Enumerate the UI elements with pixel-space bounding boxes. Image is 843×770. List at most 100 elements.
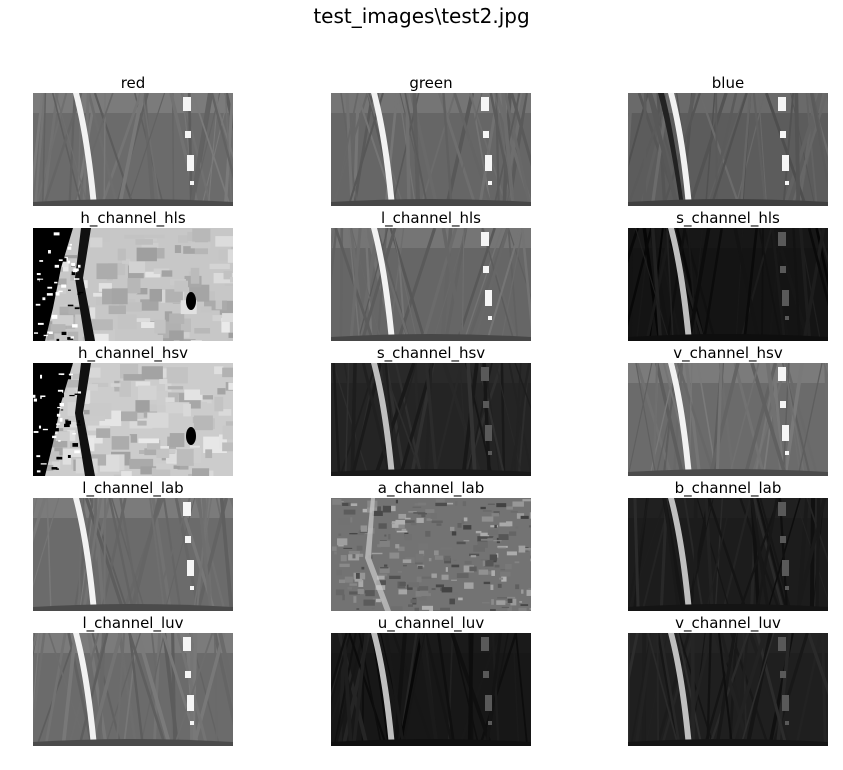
texture-streak [197,498,213,611]
texture-streak [174,498,201,611]
noise-patch [425,530,431,537]
speckle [49,399,54,404]
texture-streak [210,93,233,180]
texture-streak [444,228,468,341]
texture-patch [133,318,151,322]
noise-patch [372,510,383,516]
speckle [47,286,53,289]
texture-patch [94,333,109,341]
channel-image-svg [628,363,828,476]
texture-patch [117,248,126,261]
texture-streak [451,633,480,746]
texture-streak [512,633,520,746]
hood-edge [628,739,828,746]
texture-patch [219,434,227,449]
texture-patch [151,248,165,259]
texture-patch [153,446,170,450]
speckle [53,397,59,400]
noise-patch [515,584,520,590]
noise-patch [384,534,387,537]
noise-patch [482,510,492,512]
dashed-lane-marker [190,721,194,725]
texture-streak [162,633,180,746]
speckle [60,409,64,411]
lane-line [371,93,395,206]
speckle [36,470,41,473]
speckle [59,417,63,422]
noise-patch [463,565,475,573]
texture-streak [432,228,468,341]
texture-streak [635,228,670,341]
texture-patch [174,280,189,292]
channel-image-svg [628,93,828,206]
texture-streak [715,363,723,476]
texture-patch [72,373,82,380]
texture-streak [437,633,456,746]
texture-patch [221,318,230,333]
texture-streak [494,93,516,206]
speckle [33,466,39,469]
texture-patch [169,313,185,324]
noise-patch [410,522,417,526]
texture-streak [458,633,500,746]
panel-title: green [409,74,453,92]
noise-patch [414,607,420,611]
texture-streak [806,498,828,563]
texture-patch [119,302,142,312]
speckle [44,325,49,328]
texture-streak [687,228,698,341]
noise-patch [390,606,403,611]
noise-patch [451,531,457,536]
texture-streak [500,228,524,341]
speckle [63,368,69,373]
dashed-lane-marker [190,181,194,185]
texture-streak [433,363,463,476]
dashed-lane-marker [481,97,489,111]
speckle [62,258,67,262]
texture-streak [663,498,680,611]
speckle [67,246,72,250]
noise-patch [512,501,524,507]
noise-patch [340,555,347,562]
hood-edge [628,604,828,611]
texture-patch [141,366,163,380]
dashed-lane-marker [488,181,492,185]
noise-patch [483,536,494,538]
noise-patch [506,551,517,556]
texture-streak [655,633,691,746]
noise-patch [482,602,490,604]
noise-patch [417,512,427,515]
texture-streak [357,228,389,341]
texture-patch [124,234,145,239]
texture-patch [91,382,109,388]
noise-patch [371,607,375,610]
noise-patch [421,605,434,611]
noise-patch [496,600,506,605]
texture-patch [159,379,168,384]
speckle [50,412,55,414]
noise-patch [482,560,486,567]
noise-patch [363,599,375,606]
noise-patch [506,506,513,510]
speckle [45,422,49,425]
dashed-lane-marker [187,695,194,711]
texture-streak [807,228,828,307]
texture-patch [214,366,224,375]
texture-streak [421,228,458,341]
texture-streak [398,633,424,746]
noise-patch [332,498,342,505]
texture-patch [129,434,138,443]
texture-streak [775,633,792,746]
texture-streak [768,228,783,341]
hood-edge [33,199,233,206]
texture-streak [176,633,209,746]
texture-streak [82,498,103,611]
texture-streak [782,93,795,206]
dashed-lane-marker [782,155,789,171]
texture-streak [688,93,728,206]
texture-streak [755,633,788,746]
texture-streak [735,228,744,341]
noise-patch [417,586,429,593]
noise-patch [402,559,412,563]
speckle [58,259,64,262]
